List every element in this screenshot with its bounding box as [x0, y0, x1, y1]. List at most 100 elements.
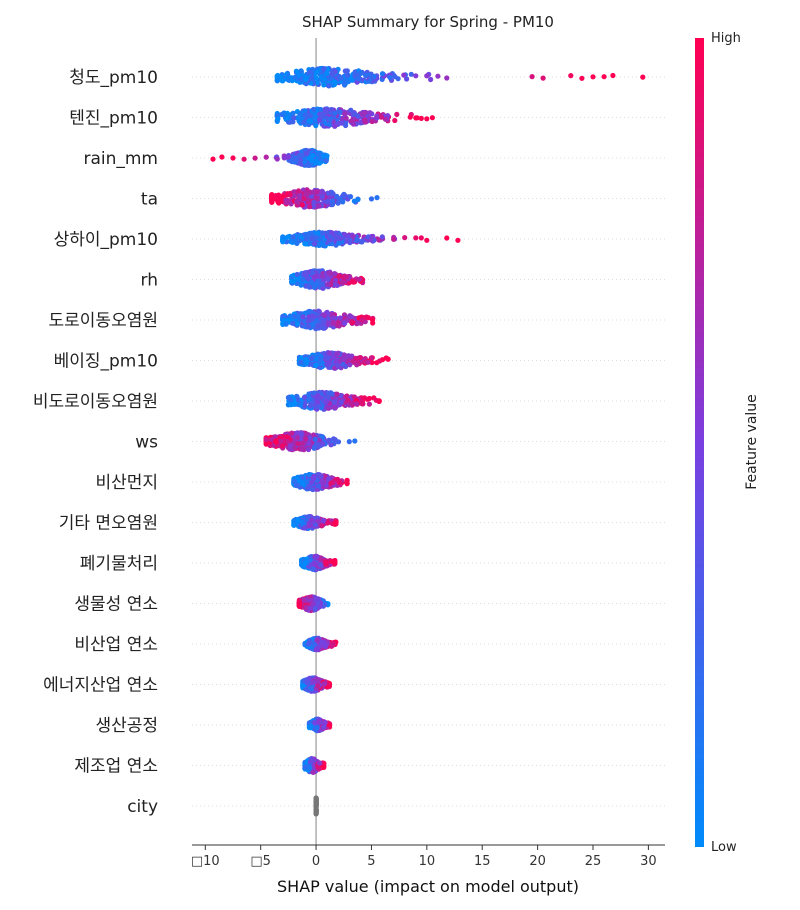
- shap-point: [274, 156, 280, 162]
- x-tick-label: 20: [529, 854, 546, 869]
- shap-point: [295, 517, 301, 523]
- shap-point: [210, 156, 216, 162]
- feature-label: ws: [135, 433, 158, 453]
- shap-point: [315, 308, 322, 314]
- shap-point: [319, 113, 325, 119]
- shap-point: [327, 116, 333, 122]
- shap-point: [324, 153, 330, 159]
- shap-point: [303, 241, 309, 247]
- shap-point: [310, 566, 316, 572]
- shap-point: [341, 192, 348, 198]
- colorbar-low-label: Low: [711, 840, 737, 855]
- shap-point: [320, 230, 326, 236]
- shap-point: [353, 401, 359, 407]
- shap-point: [379, 357, 386, 363]
- shap-point: [321, 325, 327, 331]
- shap-point: [299, 202, 305, 208]
- shap-point: [355, 196, 361, 203]
- shap-point: [367, 110, 373, 116]
- shap-point: [241, 156, 247, 162]
- shap-point: [311, 475, 317, 481]
- shap-point: [540, 75, 546, 81]
- shap-point: [424, 237, 430, 243]
- shap-point: [325, 281, 331, 287]
- shap-point: [311, 601, 317, 607]
- shap-point: [326, 270, 332, 276]
- shap-point: [304, 162, 310, 168]
- shap-point: [342, 68, 348, 74]
- shap-point: [314, 69, 320, 75]
- shap-point: [263, 436, 269, 443]
- shap-point: [276, 196, 283, 202]
- shap-point: [335, 362, 341, 368]
- shap-point: [301, 525, 308, 531]
- shap-point: [348, 314, 354, 320]
- shap-point: [306, 471, 312, 478]
- shap-point: [316, 444, 322, 450]
- shap-point: [313, 123, 319, 129]
- shap-point: [307, 69, 313, 75]
- shap-point: [326, 121, 332, 127]
- shap-point: [276, 200, 282, 206]
- shap-point: [347, 362, 353, 368]
- shap-point: [307, 557, 313, 563]
- shap-point: [314, 725, 320, 731]
- shap-point: [301, 403, 308, 409]
- feature-label: 텐진_pm10: [69, 109, 158, 129]
- shap-point: [308, 279, 314, 285]
- shap-point: [413, 235, 419, 241]
- shap-point: [385, 356, 391, 362]
- shap-point: [303, 81, 309, 87]
- shap-point: [309, 479, 315, 485]
- shap-point: [444, 235, 450, 241]
- feature-label: 상하이_pm10: [54, 230, 158, 250]
- shap-point: [274, 73, 280, 79]
- shap-point: [334, 193, 340, 199]
- shap-point: [317, 356, 323, 363]
- feature-label: 폐기물처리: [80, 554, 158, 574]
- shap-point: [310, 152, 316, 159]
- shap-point: [287, 192, 293, 198]
- shap-point: [327, 350, 333, 356]
- shap-point: [311, 106, 317, 112]
- shap-point: [404, 76, 410, 82]
- shap-point: [379, 71, 386, 77]
- shap-point: [313, 801, 319, 808]
- shap-point: [329, 71, 335, 77]
- shap-point: [321, 681, 328, 687]
- shap-point: [568, 73, 574, 79]
- shap-point: [296, 603, 302, 609]
- shap-point: [374, 195, 380, 201]
- shap-point: [314, 646, 320, 652]
- shap-point: [273, 438, 279, 444]
- feature-label: 제조업 연소: [74, 757, 158, 777]
- shap-point: [352, 438, 358, 444]
- shap-point: [301, 119, 307, 125]
- shap-point: [289, 430, 295, 436]
- shap-point: [307, 403, 313, 409]
- shap-point: [314, 399, 321, 405]
- shap-point: [319, 241, 325, 247]
- shap-point: [298, 479, 304, 485]
- shap-point: [306, 118, 312, 124]
- shap-point: [313, 362, 319, 368]
- shap-point: [280, 313, 286, 319]
- shap-point: [319, 189, 325, 195]
- shap-point: [429, 115, 435, 121]
- shap-point: [318, 106, 324, 113]
- shap-point: [336, 121, 342, 127]
- shap-point: [329, 558, 335, 564]
- shap-point: [348, 107, 354, 113]
- shap-point: [327, 76, 333, 82]
- shap-point: [325, 276, 331, 283]
- shap-point: [312, 606, 318, 612]
- shap-point: [329, 643, 335, 649]
- shap-point: [428, 76, 434, 83]
- shap-point: [334, 282, 340, 288]
- shap-point: [306, 520, 312, 526]
- shap-point: [320, 73, 327, 79]
- shap-point: [345, 397, 351, 403]
- shap-point: [305, 323, 312, 329]
- shap-point: [335, 439, 342, 445]
- shap-point: [374, 360, 380, 366]
